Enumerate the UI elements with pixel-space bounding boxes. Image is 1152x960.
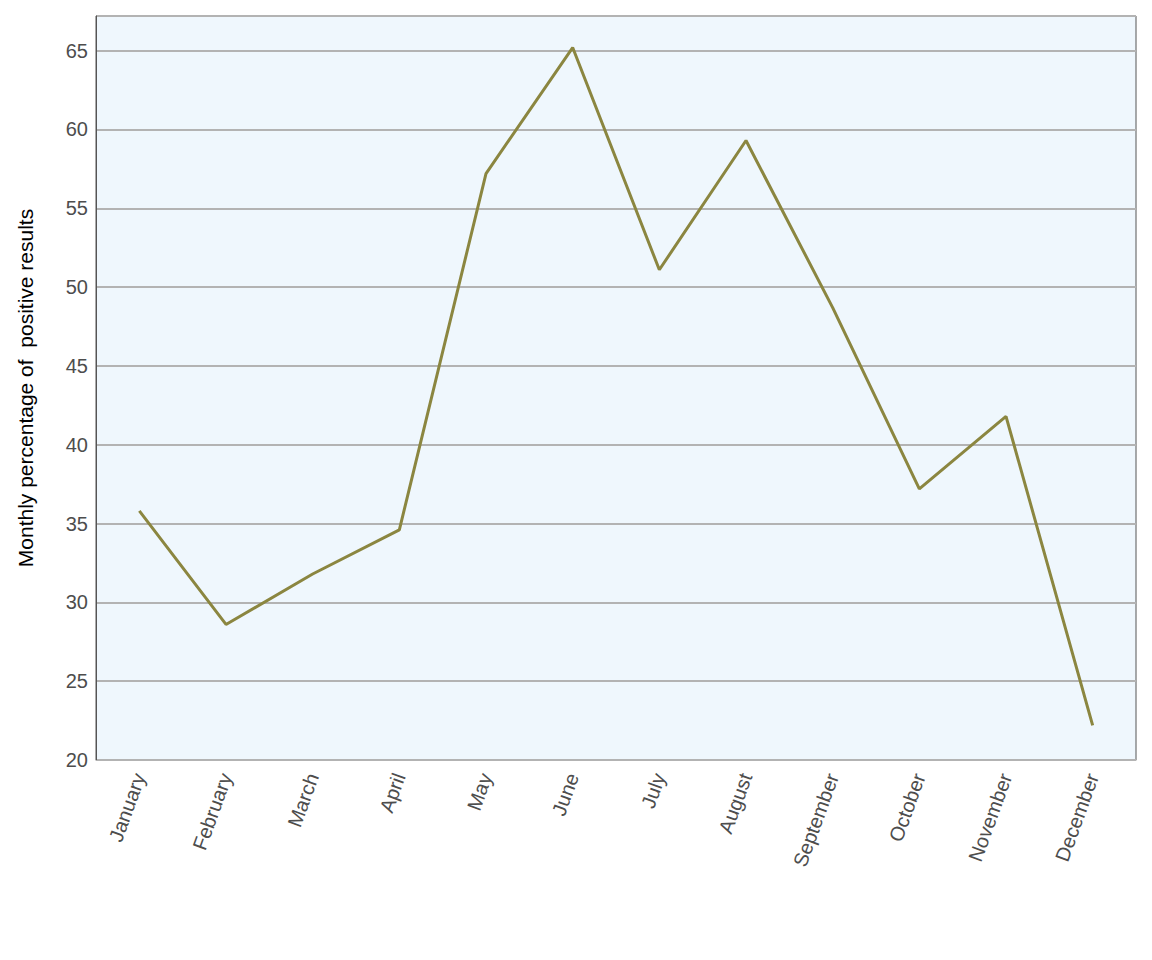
svg-text:65: 65 <box>66 40 88 62</box>
svg-text:March: March <box>283 770 323 830</box>
svg-text:60: 60 <box>66 118 88 140</box>
svg-text:55: 55 <box>66 197 88 219</box>
svg-text:45: 45 <box>66 355 88 377</box>
svg-text:25: 25 <box>66 670 88 692</box>
svg-text:January: January <box>105 770 150 844</box>
svg-text:September: September <box>789 770 843 870</box>
svg-text:December: December <box>1051 770 1103 865</box>
svg-text:May: May <box>463 770 497 813</box>
svg-text:30: 30 <box>66 591 88 613</box>
svg-text:Monthly percentage of positiv: Monthly percentage of positive results <box>14 209 37 567</box>
svg-text:50: 50 <box>66 276 88 298</box>
svg-text:August: August <box>714 770 756 836</box>
svg-text:20: 20 <box>66 749 88 771</box>
svg-text:July: July <box>637 770 670 811</box>
svg-text:February: February <box>188 770 236 853</box>
svg-text:April: April <box>375 770 409 815</box>
svg-text:40: 40 <box>66 434 88 456</box>
svg-text:November: November <box>964 770 1016 865</box>
svg-text:35: 35 <box>66 513 88 535</box>
svg-text:October: October <box>885 770 930 845</box>
svg-text:June: June <box>547 770 583 818</box>
